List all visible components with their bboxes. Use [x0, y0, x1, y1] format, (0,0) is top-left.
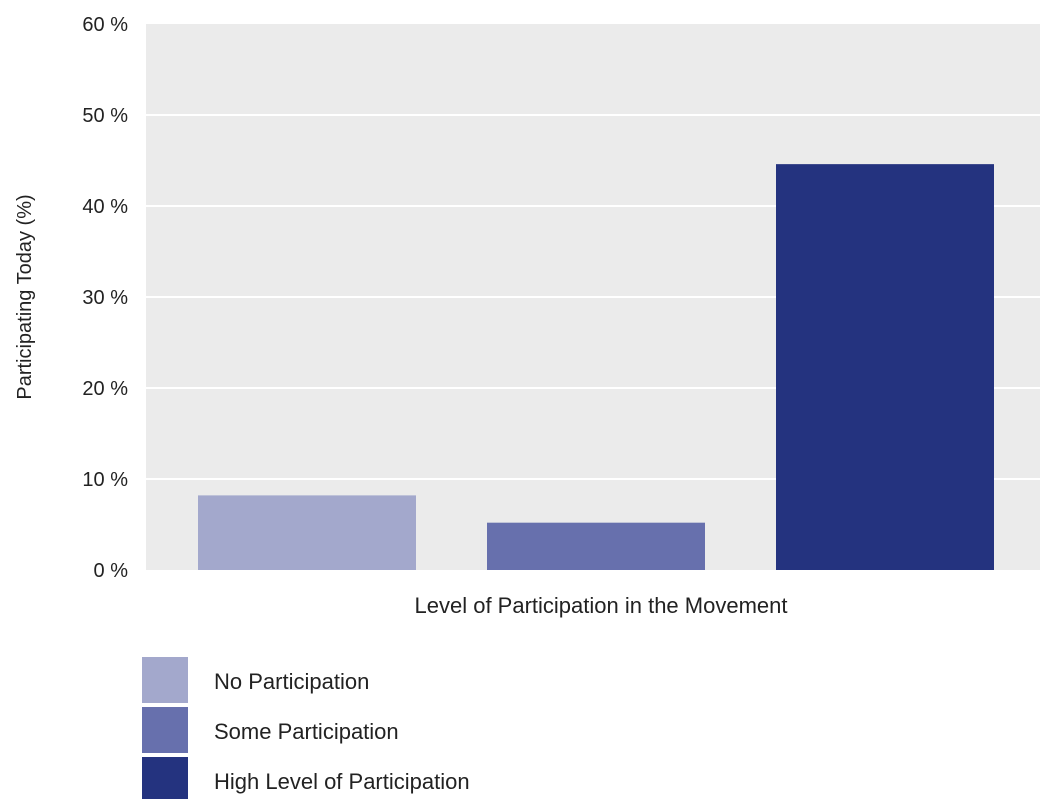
- legend-swatch: [142, 757, 188, 803]
- legend-label: Some Participation: [214, 719, 399, 744]
- y-axis-ticks: 0 % 10 % 20 % 30 % 40 % 50 % 60 %: [82, 14, 128, 582]
- y-tick-label: 20 %: [82, 378, 128, 400]
- x-axis-label: Level of Participation in the Movement: [415, 593, 788, 618]
- y-tick-label: 60 %: [82, 14, 128, 36]
- y-tick-label: 0 %: [94, 560, 129, 582]
- y-tick-label: 10 %: [82, 469, 128, 491]
- y-tick-label: 50 %: [82, 105, 128, 127]
- bar: [487, 522, 705, 570]
- legend-swatch: [142, 657, 188, 703]
- legend-label: No Participation: [214, 669, 369, 694]
- bar: [198, 495, 416, 570]
- bars: [198, 164, 994, 570]
- legend: No Participation Some Participation High L…: [142, 657, 470, 803]
- y-tick-label: 40 %: [82, 196, 128, 218]
- y-tick-label: 30 %: [82, 287, 128, 309]
- legend-swatch: [142, 707, 188, 753]
- legend-label: High Level of Participation: [214, 769, 470, 794]
- bar: [776, 164, 994, 570]
- y-axis-label: Participating Today (%): [14, 194, 36, 399]
